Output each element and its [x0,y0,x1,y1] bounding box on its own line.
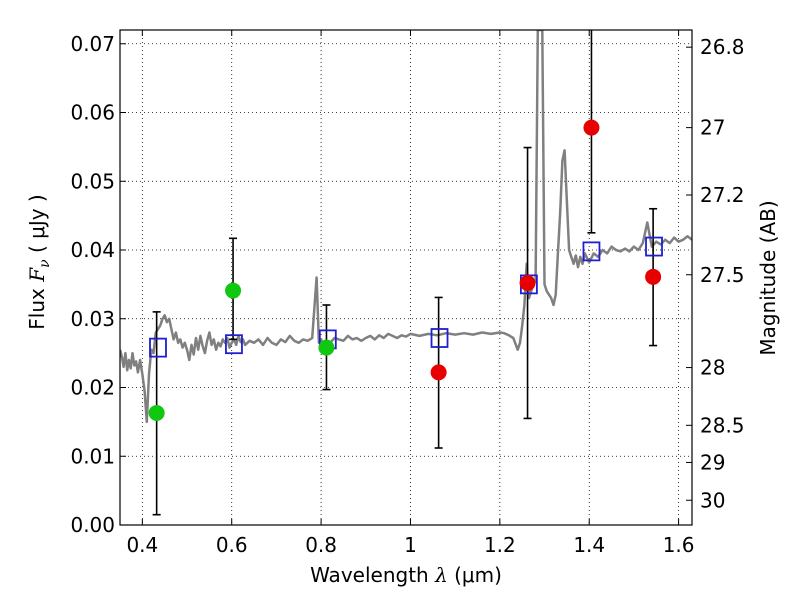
grid-lines [120,30,692,526]
y-tick-label: 0.06 [70,101,115,125]
y-tick-label: 0.07 [70,32,115,56]
x-tick-label: 0.8 [305,533,337,557]
data-markers [148,119,663,421]
y-tick-label: 0.02 [70,376,115,400]
model-square-marker [582,241,601,262]
x-axis-label: Wavelength λ (μm) [310,563,502,587]
model-square-marker [645,236,663,257]
detection-circle-marker [645,268,662,285]
y-tick-label: 0.04 [70,238,115,262]
y-axis-label: Flux Fν ( μJy ) [25,194,53,329]
mag-tick-label: 30 [700,488,725,512]
sed-model-line [120,30,692,424]
x-tick-label: 0.4 [126,533,158,557]
y-tick-label: 0.03 [70,307,115,331]
x-tick-label: 0.6 [216,533,248,557]
mag-tick-label: 26.8 [700,35,745,59]
detection-circle-marker [430,364,447,381]
axis-ticks: 0.4 0.6 0.8 1 1.2 1.4 1.6 0.00 0.01 0.02 0.03 0.04 0… [70,30,745,557]
mag-tick-label: 28.5 [700,413,745,437]
right-axis-label: Magnitude (AB) [756,200,780,355]
x-tick-label: 1.4 [573,533,605,557]
x-tick-label: 1.2 [484,533,516,557]
y-tick-label: 0.05 [70,169,115,193]
mag-tick-label: 27.2 [700,183,745,207]
model-square-marker [225,334,243,355]
model-square-marker [430,328,449,348]
detection-circle-marker [519,275,536,291]
error-bars [152,30,658,516]
detection-circle-marker [148,404,165,421]
detection-circle-marker [225,282,242,299]
mag-tick-label: 27 [700,116,725,140]
mag-tick-label: 28 [700,356,725,380]
x-tick-label: 1 [404,533,417,557]
x-tick-label: 1.6 [663,533,695,557]
y-tick-label: 0.01 [70,444,115,468]
detection-circle-marker [318,339,335,356]
mag-tick-label: 29 [700,450,725,474]
sed-model-layer [120,30,692,424]
mag-tick-label: 27.5 [700,263,745,287]
model-square-marker [149,337,167,358]
plot-frame [119,29,693,526]
y-tick-label: 0.00 [70,513,115,537]
detection-circle-marker [583,119,600,136]
